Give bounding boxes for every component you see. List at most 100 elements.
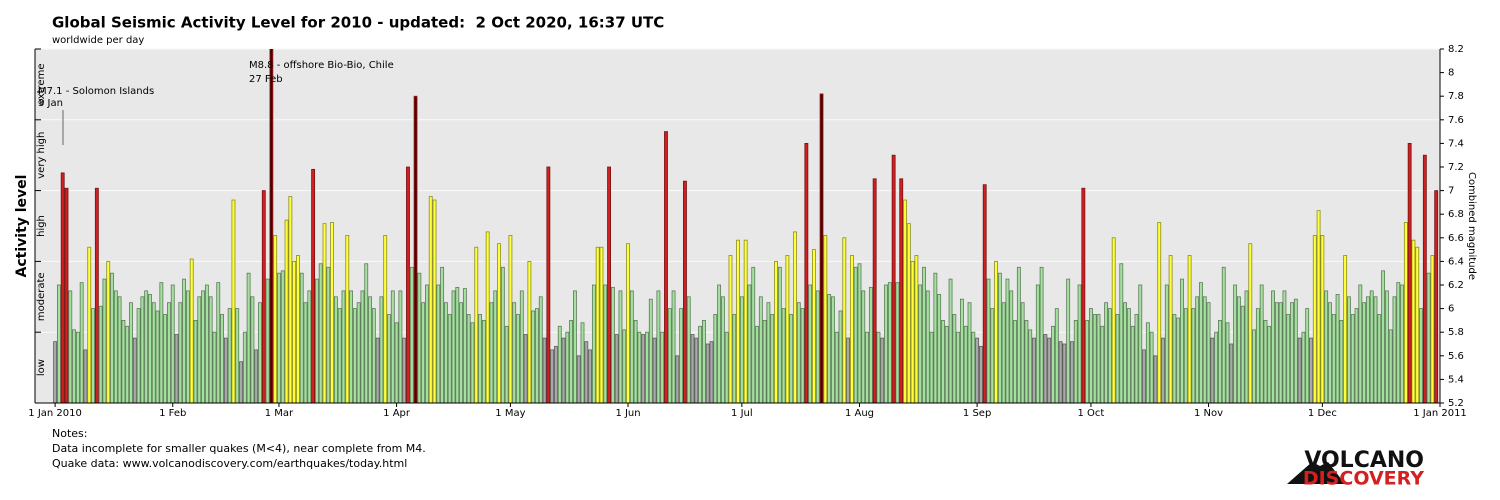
- bar: [1115, 314, 1120, 403]
- bar: [428, 196, 433, 403]
- bar: [322, 223, 327, 403]
- bar: [880, 337, 885, 403]
- x-tick-label: 1 Mar: [265, 408, 294, 419]
- bar: [607, 166, 611, 403]
- bar: [364, 263, 369, 403]
- bar: [227, 308, 232, 403]
- bar: [1320, 235, 1325, 403]
- y2-tick-label: 5.2: [1448, 398, 1464, 409]
- bar: [87, 246, 92, 403]
- y2-tick-label: 7.6: [1448, 115, 1464, 126]
- bar: [432, 199, 437, 403]
- y2-tick-label: 8: [1448, 68, 1454, 79]
- bar: [455, 286, 460, 403]
- bar: [1058, 341, 1063, 403]
- bar: [1206, 302, 1211, 403]
- bar: [872, 178, 877, 403]
- bar: [967, 302, 972, 403]
- bar: [1187, 255, 1192, 403]
- bar: [117, 296, 122, 403]
- y2-axis-title: Combined magnitude: [1466, 172, 1477, 280]
- bar: [284, 219, 289, 403]
- bar: [1316, 210, 1321, 403]
- bar: [470, 322, 475, 403]
- bar: [106, 260, 111, 403]
- bar: [755, 325, 759, 403]
- bar: [413, 95, 418, 403]
- bar: [356, 302, 361, 403]
- bar: [1331, 314, 1336, 403]
- x-tick-label: 1 Sep: [963, 408, 991, 419]
- bar: [819, 93, 824, 403]
- bar: [478, 314, 482, 403]
- bar: [140, 296, 145, 403]
- bar: [113, 290, 118, 403]
- bar: [258, 302, 262, 403]
- bar: [1028, 329, 1033, 403]
- logo: VOLCANO DISCOVERY: [1287, 448, 1424, 490]
- bar: [1354, 308, 1359, 403]
- bar: [292, 260, 297, 403]
- bar: [937, 294, 942, 403]
- bar: [447, 314, 452, 403]
- bar: [990, 308, 995, 403]
- bar: [1062, 343, 1067, 403]
- bar: [417, 272, 422, 403]
- chart-title: Global Seismic Activity Level for 2010 -…: [52, 14, 664, 32]
- bar: [91, 308, 95, 403]
- bar: [239, 361, 243, 403]
- level-label: very high: [36, 132, 47, 179]
- bar: [242, 331, 247, 403]
- logo-text: VOLCANO: [1304, 448, 1424, 473]
- bar: [641, 334, 646, 403]
- bar: [1392, 296, 1397, 403]
- bar: [1039, 266, 1044, 403]
- level-label: high: [36, 215, 47, 237]
- bar: [1233, 284, 1238, 403]
- bar: [683, 180, 687, 403]
- bar: [1153, 355, 1158, 403]
- bar: [1343, 255, 1348, 403]
- bar: [1347, 296, 1351, 403]
- bar: [311, 168, 316, 403]
- bar: [720, 296, 725, 403]
- bar: [846, 337, 851, 403]
- bar: [899, 178, 904, 403]
- bar: [1001, 302, 1006, 403]
- bar: [163, 314, 168, 403]
- bar: [906, 223, 911, 403]
- bar: [933, 272, 938, 403]
- bar: [1145, 322, 1150, 403]
- bar: [1274, 302, 1279, 403]
- bar: [1164, 284, 1169, 403]
- bar: [466, 314, 471, 403]
- bar: [1005, 278, 1010, 403]
- bar: [1070, 341, 1074, 403]
- bar: [1229, 343, 1234, 403]
- bar: [633, 319, 638, 403]
- bar: [208, 296, 213, 403]
- bar: [1267, 325, 1272, 403]
- bar: [660, 331, 665, 403]
- bar: [246, 272, 251, 403]
- bar: [223, 337, 228, 403]
- bar: [159, 282, 164, 403]
- bar: [273, 235, 278, 403]
- bar: [994, 260, 998, 403]
- bar: [572, 290, 577, 403]
- bar: [75, 331, 80, 403]
- bar: [1282, 290, 1287, 403]
- bar: [800, 308, 805, 403]
- bar: [531, 310, 536, 403]
- bar: [1130, 325, 1135, 403]
- x-tick-label: 1 Jan 2011: [1413, 408, 1467, 419]
- bar: [1119, 263, 1124, 403]
- bar: [1255, 308, 1260, 403]
- bar: [504, 325, 509, 403]
- bar: [523, 334, 528, 403]
- bar: [960, 298, 964, 403]
- bar: [838, 310, 843, 403]
- bar: [698, 325, 703, 403]
- bar: [1142, 349, 1146, 403]
- bar: [770, 314, 775, 403]
